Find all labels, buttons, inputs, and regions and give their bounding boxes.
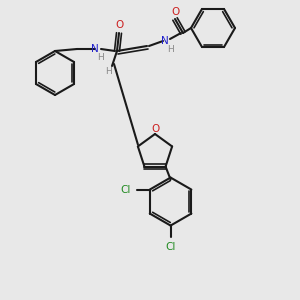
Text: N: N (91, 44, 99, 54)
Text: Cl: Cl (121, 184, 131, 195)
Text: H: H (106, 67, 112, 76)
Text: O: O (151, 124, 159, 134)
Text: N: N (161, 36, 169, 46)
Text: Cl: Cl (165, 242, 176, 252)
Text: H: H (97, 52, 104, 62)
Text: O: O (171, 7, 179, 17)
Text: H: H (168, 44, 174, 53)
Text: O: O (115, 20, 123, 30)
